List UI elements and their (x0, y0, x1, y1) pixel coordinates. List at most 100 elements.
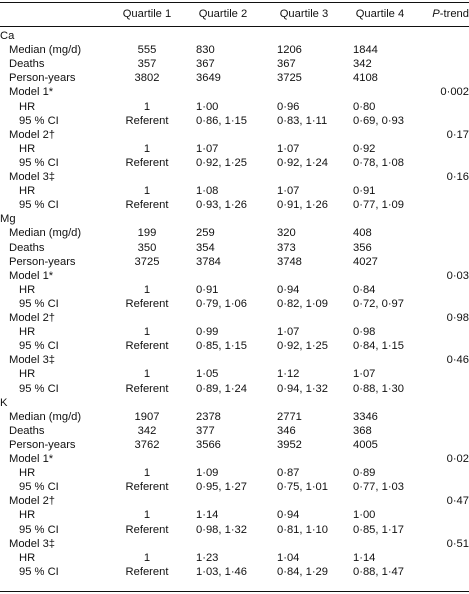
cell-quartile-4: 0·80 (353, 100, 376, 113)
cell-quartile-4: 408 (353, 227, 372, 240)
table-row: Model 1* 0·03 (0, 269, 469, 284)
table-row: HR 1 1·14 0·94 1·00 (0, 508, 469, 523)
cell-quartile-1: Referent (125, 340, 169, 353)
cell-quartile-3: 3952 (277, 438, 302, 451)
table-row: Model 3‡ 0·16 (0, 170, 469, 185)
cell-quartile-2: 3649 (196, 72, 221, 85)
cell-quartile-2: 3566 (196, 438, 221, 451)
table-row: Person-years 3802 3649 3725 4108 (0, 71, 469, 86)
cell-p-trend: 0·002 (440, 86, 469, 99)
cell-quartile-3: 0·82, 1·09 (277, 297, 328, 310)
cell-quartile-2: 0·86, 1·15 (196, 114, 247, 127)
cell-quartile-4: 0·84 (353, 283, 376, 296)
cell-quartile-2: 354 (196, 241, 215, 254)
cell-quartile-4: 368 (353, 424, 372, 437)
cell-quartile-2: 1·07 (196, 142, 219, 155)
cell-quartile-1: Referent (125, 382, 169, 395)
section-label: K (0, 396, 8, 409)
cell-quartile-3: 346 (277, 424, 296, 437)
table-row: HR 1 1·08 1·07 0·91 (0, 184, 469, 199)
table-row: 95 % CI Referent 0·79, 1·06 0·82, 1·09 0·72,… (0, 297, 469, 312)
row-label: HR (19, 368, 36, 381)
cell-quartile-2: 3784 (196, 255, 221, 268)
cell-quartile-1: 3802 (134, 72, 160, 85)
table-row: HR 1 1·05 1·12 1·07 (0, 367, 469, 382)
cell-p-trend: 0·46 (446, 354, 469, 367)
table-row: 95 % CI Referent 0·89, 1·24 0·94, 1·32 0·88,… (0, 382, 469, 397)
row-label: Median (mg/d) (9, 227, 82, 240)
row-label: 95 % CI (19, 382, 59, 395)
cell-quartile-4: 356 (353, 241, 372, 254)
row-label: Model 2† (9, 312, 56, 324)
bottom-rule (0, 591, 469, 592)
row-label: HR (19, 551, 36, 564)
cell-quartile-1: 342 (137, 424, 157, 437)
table-row: Person-years 3762 3566 3952 4005 (0, 438, 469, 453)
cell-quartile-4: 1·07 (353, 368, 376, 381)
row-label: HR (19, 283, 36, 296)
cell-quartile-2: 367 (196, 58, 215, 71)
table-row: HR 1 0·91 0·94 0·84 (0, 283, 469, 298)
row-label: Median (mg/d) (9, 44, 82, 57)
header-p-suffix: -trend (439, 8, 469, 20)
cell-quartile-3: 0·96 (277, 100, 300, 113)
table-row: Model 2† 0·17 (0, 128, 469, 143)
cell-quartile-4: 0·91 (353, 185, 376, 198)
section-row: K (0, 396, 469, 411)
cell-quartile-3: 1·07 (277, 326, 300, 339)
table-row: HR 1 1·09 0·87 0·89 (0, 466, 469, 481)
row-label: HR (19, 185, 36, 198)
cell-quartile-1: 1 (143, 142, 151, 155)
cell-quartile-4: 0·78, 1·08 (353, 156, 404, 169)
row-label: HR (19, 467, 36, 480)
table-row: HR 1 1·23 1·04 1·14 (0, 551, 469, 566)
cell-quartile-4: 1·14 (353, 551, 376, 564)
table-row: Model 3‡ 0·46 (0, 353, 469, 368)
cell-quartile-1: 1 (143, 100, 151, 113)
cell-quartile-3: 3748 (277, 255, 302, 268)
cell-quartile-4: 0·89 (353, 467, 376, 480)
cell-quartile-2: 259 (196, 227, 215, 240)
table-row: 95 % CI Referent 0·85, 1·15 0·92, 1·25 0·84,… (0, 339, 469, 354)
row-label: 95 % CI (19, 565, 59, 578)
cell-quartile-4: 4027 (353, 255, 378, 268)
cell-quartile-3: 0·81, 1·10 (277, 523, 328, 536)
table-row: Model 2† 0·98 (0, 311, 469, 326)
row-label: Deaths (9, 241, 45, 254)
cell-quartile-1: 1 (143, 368, 151, 381)
row-label: 95 % CI (19, 297, 59, 310)
cell-quartile-1: Referent (125, 199, 169, 212)
table-row: Model 1* 0·02 (0, 452, 469, 467)
cell-quartile-3: 1·04 (277, 551, 300, 564)
row-label: Model 1* (9, 269, 54, 282)
cell-quartile-4: 1844 (353, 44, 378, 57)
row-label: Model 3‡ (9, 537, 56, 550)
section-row: Mg (0, 212, 469, 227)
cell-quartile-1: Referent (125, 114, 169, 127)
row-label: Model 2† (9, 495, 56, 508)
header-row: Quartile 1 Quartile 2 Quartile 3 Quartil… (0, 7, 469, 22)
cell-quartile-1: 350 (137, 241, 157, 254)
table-row: HR 1 1·07 1·07 0·92 (0, 142, 469, 157)
table-row: Median (mg/d) 555 830 1206 1844 (0, 43, 469, 58)
cell-p-trend: 0·51 (446, 537, 469, 550)
table-row: Model 3‡ 0·51 (0, 537, 469, 552)
cell-quartile-4: 4108 (353, 72, 378, 85)
row-label: Person-years (9, 72, 76, 85)
cell-quartile-4: 0·69, 0·93 (353, 114, 404, 127)
cell-quartile-3: 1206 (277, 44, 302, 57)
header-quartile-2: Quartile 2 (198, 8, 248, 20)
cell-quartile-4: 0·77, 1·03 (353, 481, 404, 494)
cell-quartile-2: 2378 (196, 410, 221, 423)
row-label: 95 % CI (19, 340, 59, 353)
row-label: Model 3‡ (9, 354, 56, 367)
section-label: Ca (0, 30, 15, 42)
cell-p-trend: 0·03 (446, 269, 469, 282)
header-rule (0, 26, 469, 27)
table-row: Median (mg/d) 199 259 320 408 (0, 226, 469, 241)
cell-quartile-2: 830 (196, 44, 215, 57)
cell-quartile-4: 0·85, 1·17 (353, 523, 404, 536)
cell-p-trend: 0·17 (446, 128, 469, 141)
cell-quartile-3: 0·75, 1·01 (277, 481, 328, 494)
